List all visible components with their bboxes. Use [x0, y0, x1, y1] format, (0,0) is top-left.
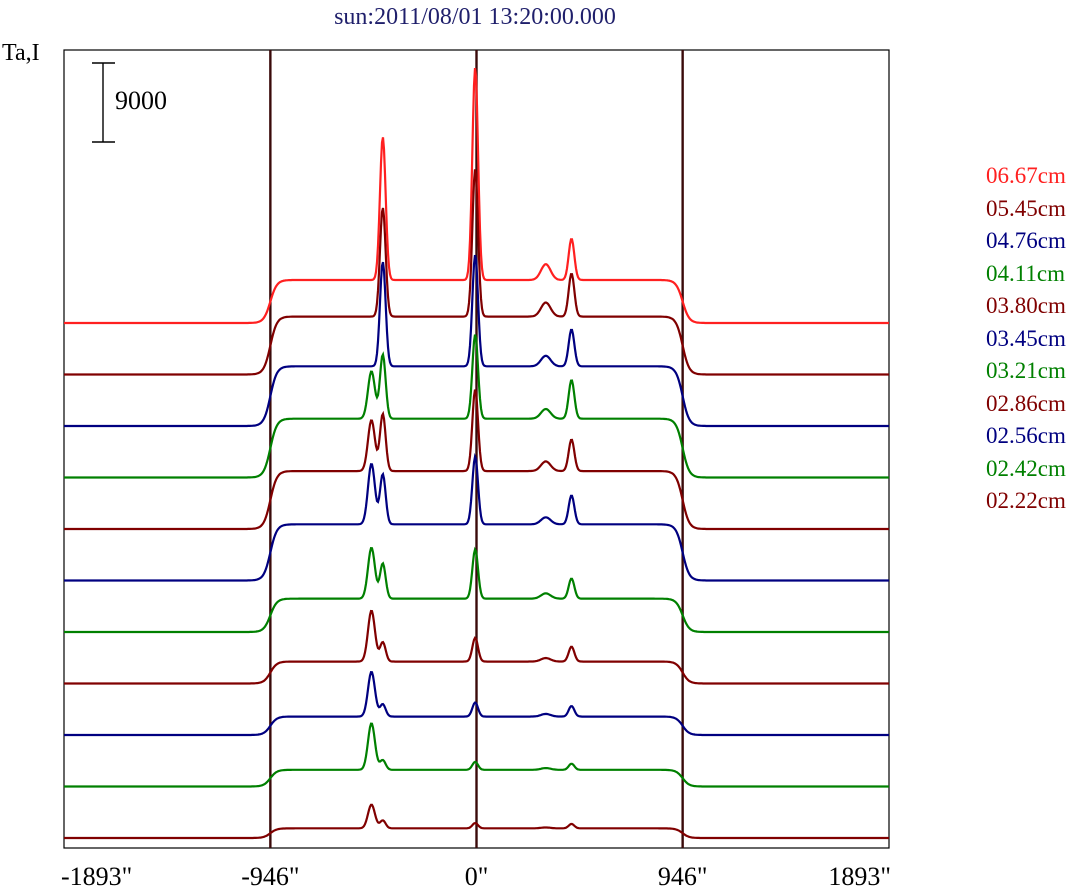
series-line [64, 609, 889, 685]
legend-item: 02.86cm [986, 390, 1066, 416]
x-tick-label: -946" [241, 862, 299, 891]
series-line [64, 452, 889, 582]
legend-item: 03.21cm [986, 358, 1066, 383]
series-line [64, 67, 889, 325]
legend-item: 04.11cm [986, 260, 1065, 286]
series-line [64, 254, 889, 428]
series-line [64, 334, 889, 479]
chart-title: sun:2011/08/01 13:20:00.000 [334, 4, 616, 30]
legend-item: 03.80cm [986, 293, 1066, 318]
legend-item: 03.45cm [986, 325, 1066, 351]
scale-bar-label: 9000 [115, 86, 167, 115]
x-tick-label: -1893" [61, 862, 132, 891]
series-line [64, 803, 889, 840]
legend: 06.67cm 05.45cm 04.76cm 04.11cm 03.80cm 03.45… [986, 160, 1066, 518]
series-line [64, 169, 889, 376]
x-tick-label: 1893" [828, 862, 891, 891]
legend-item: 06.67cm [986, 163, 1066, 188]
legend-item: 02.42cm [986, 455, 1066, 481]
legend-item: 05.45cm [986, 195, 1066, 221]
vertical-marker-lines [269, 50, 684, 848]
series-group [64, 67, 889, 840]
series-line [64, 546, 889, 634]
x-tick-label: 0" [465, 862, 489, 891]
series-line [64, 671, 889, 737]
y-axis-label: Ta,I [2, 40, 40, 66]
scale-bar: 9000 [92, 62, 167, 143]
legend-item: 04.76cm [986, 228, 1066, 253]
series-line [64, 389, 889, 531]
legend-item: 02.56cm [986, 423, 1066, 448]
series-line [64, 722, 889, 788]
legend-item: 02.22cm [986, 488, 1066, 513]
x-tick-label: 946" [658, 862, 708, 891]
x-tick-labels: -1893" -946" 0" 946" 1893" [61, 862, 891, 891]
